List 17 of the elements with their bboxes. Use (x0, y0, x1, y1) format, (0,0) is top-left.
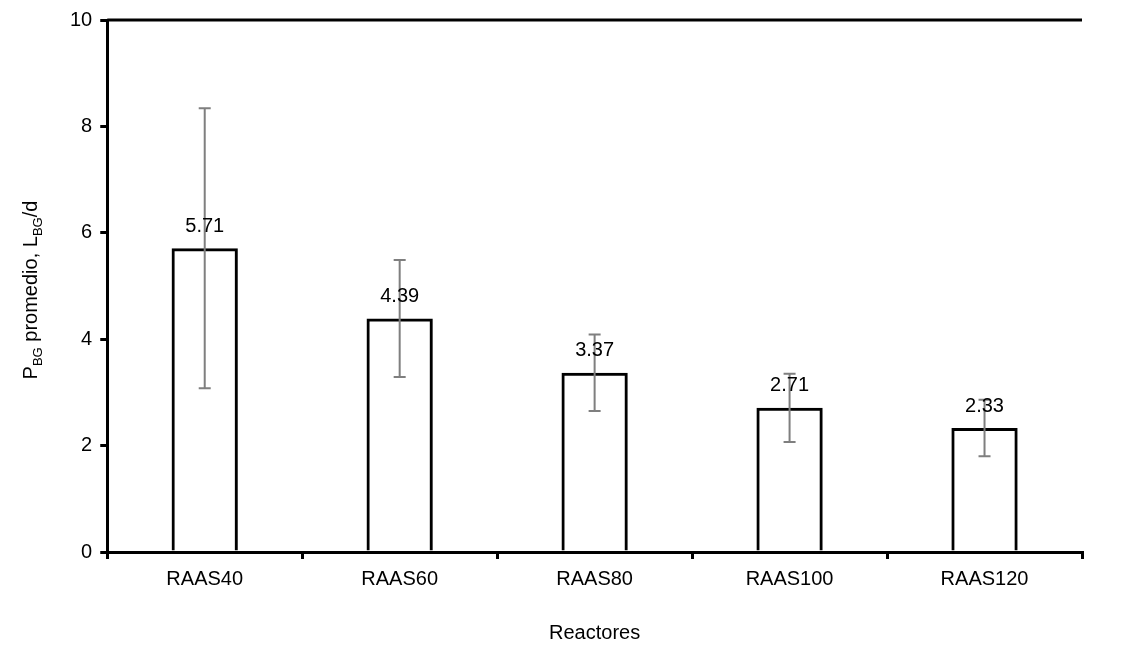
x-tick-label: RAAS80 (556, 566, 633, 589)
y-tick-label: 2 (81, 433, 93, 456)
data-label: 2.33 (965, 393, 1004, 416)
y-tick-label: 6 (81, 220, 93, 243)
y-tick-label: 8 (81, 113, 93, 136)
y-tick-label: 0 (81, 539, 93, 562)
x-tick-label: RAAS100 (745, 566, 834, 589)
data-label: 3.37 (575, 338, 615, 361)
x-tick-label: RAAS120 (940, 566, 1029, 589)
data-label: 2.71 (770, 373, 810, 396)
y-tick-label: 4 (81, 326, 93, 349)
y-tick-label: 10 (70, 7, 93, 30)
data-label: 4.39 (380, 283, 420, 306)
x-axis-title: Reactores (549, 620, 641, 643)
data-label: 5.71 (185, 213, 225, 236)
x-tick-label: RAAS60 (361, 566, 439, 589)
x-tick-label: RAAS40 (166, 566, 244, 589)
